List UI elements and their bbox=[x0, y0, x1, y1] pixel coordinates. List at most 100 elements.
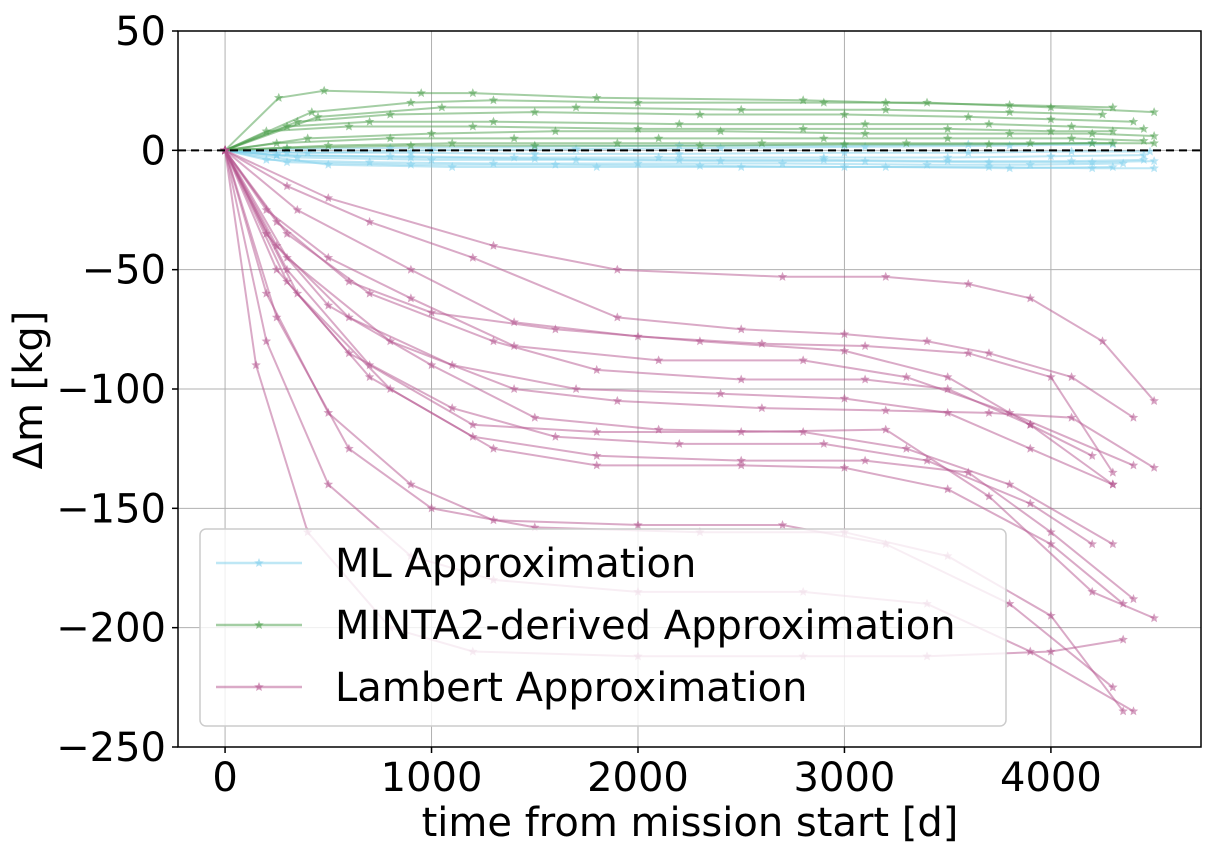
data-point-star-marker bbox=[282, 228, 292, 238]
data-point-star-marker bbox=[406, 264, 416, 274]
data-point-star-marker bbox=[633, 520, 643, 530]
data-point-star-marker bbox=[942, 372, 953, 382]
data-point-star-marker bbox=[1097, 109, 1108, 119]
data-point-star-marker bbox=[488, 95, 499, 105]
data-point-star-marker bbox=[819, 154, 829, 164]
data-point-star-marker bbox=[1118, 634, 1128, 644]
data-point-star-marker bbox=[715, 388, 726, 398]
data-point-star-marker bbox=[1139, 154, 1149, 164]
data-point-star-marker bbox=[860, 374, 870, 384]
data-point-star-marker bbox=[591, 450, 602, 460]
y-tick-label: −50 bbox=[82, 248, 166, 294]
data-point-star-marker bbox=[323, 193, 334, 203]
x-tick-label: 1000 bbox=[381, 755, 483, 801]
series-line bbox=[224, 149, 1124, 605]
data-point-star-marker bbox=[530, 148, 540, 158]
data-point-star-marker bbox=[406, 140, 416, 150]
data-point-star-marker bbox=[307, 107, 317, 117]
data-point-star-marker bbox=[1145, 146, 1155, 156]
data-point-star-marker bbox=[1087, 138, 1097, 148]
data-point-star-marker bbox=[819, 97, 829, 107]
y-tick-label: −250 bbox=[56, 725, 166, 771]
data-point-star-marker bbox=[1004, 479, 1015, 489]
data-point-star-marker bbox=[406, 293, 416, 303]
data-point-star-marker bbox=[344, 443, 354, 453]
data-point-star-marker bbox=[984, 348, 994, 358]
data-point-star-marker bbox=[488, 240, 499, 250]
data-point-star-marker bbox=[1004, 598, 1015, 608]
data-point-star-marker bbox=[1066, 146, 1077, 156]
x-tick-label: 4000 bbox=[1000, 755, 1102, 801]
data-point-star-marker bbox=[942, 123, 953, 133]
data-point-star-marker bbox=[1046, 151, 1056, 161]
data-point-star-marker bbox=[1149, 156, 1159, 166]
data-point-star-marker bbox=[591, 364, 602, 374]
data-point-star-marker bbox=[1066, 133, 1077, 143]
legend-entry-lambert: Lambert Approximation bbox=[216, 665, 807, 711]
data-point-star-marker bbox=[942, 384, 953, 393]
data-point-star-marker bbox=[550, 324, 561, 334]
data-point-star-marker bbox=[1149, 462, 1159, 472]
data-point-star-marker bbox=[839, 393, 850, 403]
data-point-star-marker bbox=[819, 133, 829, 143]
series-line bbox=[224, 149, 1135, 600]
x-tick-label: 3000 bbox=[794, 755, 896, 801]
data-point-star-marker bbox=[612, 312, 623, 322]
data-point-star-marker bbox=[777, 158, 788, 168]
series-line bbox=[224, 149, 1093, 457]
data-point-star-marker bbox=[1046, 114, 1056, 124]
data-point-star-marker bbox=[1004, 163, 1015, 173]
data-point-star-marker bbox=[274, 92, 284, 102]
data-point-star-marker bbox=[736, 374, 746, 384]
data-point-star-marker bbox=[344, 121, 354, 131]
data-point-star-marker bbox=[468, 121, 478, 131]
data-point-star-marker bbox=[1149, 138, 1159, 148]
data-point-star-marker bbox=[942, 156, 953, 166]
data-point-star-marker bbox=[271, 264, 282, 274]
data-point-star-marker bbox=[1108, 126, 1118, 136]
y-axis-ticks: 50 0 −50 −100 −150 −200 −250 bbox=[56, 9, 178, 771]
data-point-star-marker bbox=[1025, 443, 1035, 453]
data-point-star-marker bbox=[1128, 460, 1139, 470]
data-point-star-marker bbox=[1025, 498, 1035, 508]
data-point-star-marker bbox=[1066, 412, 1077, 422]
data-point-star-marker bbox=[385, 109, 395, 119]
data-point-star-marker bbox=[1149, 131, 1159, 141]
data-point-star-marker bbox=[881, 424, 891, 434]
data-point-star-marker bbox=[695, 109, 705, 119]
legend-entry-ml: ML Approximation bbox=[216, 541, 696, 587]
data-point-star-marker bbox=[488, 336, 499, 346]
data-point-star-marker bbox=[901, 443, 912, 453]
series-line bbox=[224, 149, 1134, 467]
data-point-star-marker bbox=[1149, 395, 1159, 405]
data-point-star-marker bbox=[313, 111, 323, 121]
data-point-star-marker bbox=[963, 279, 974, 288]
data-point-star-marker bbox=[302, 147, 313, 157]
data-point-star-marker bbox=[881, 405, 891, 415]
data-point-star-marker bbox=[674, 148, 684, 158]
data-point-star-marker bbox=[839, 329, 850, 339]
data-point-star-marker bbox=[695, 140, 705, 150]
data-point-star-marker bbox=[777, 271, 788, 281]
data-point-star-marker bbox=[323, 479, 334, 489]
data-point-star-marker bbox=[364, 116, 375, 126]
data-point-star-marker bbox=[319, 85, 329, 95]
data-point-star-marker bbox=[922, 97, 932, 107]
data-point-star-marker bbox=[942, 133, 953, 143]
data-point-star-marker bbox=[323, 300, 334, 310]
data-point-star-marker bbox=[860, 119, 870, 129]
data-point-star-marker bbox=[612, 395, 623, 405]
data-point-star-marker bbox=[323, 140, 334, 150]
data-point-star-marker bbox=[509, 384, 519, 393]
data-point-star-marker bbox=[406, 152, 416, 162]
data-point-star-marker bbox=[271, 138, 282, 148]
data-point-star-marker bbox=[1046, 372, 1056, 382]
data-point-star-marker bbox=[715, 126, 726, 136]
data-point-star-marker bbox=[550, 126, 561, 136]
legend-label-ml: ML Approximation bbox=[335, 541, 696, 587]
data-point-star-marker bbox=[1108, 162, 1118, 172]
data-point-star-marker bbox=[447, 162, 457, 172]
y-tick-label: −150 bbox=[56, 486, 166, 532]
data-point-star-marker bbox=[282, 181, 292, 191]
data-point-star-marker bbox=[509, 133, 519, 143]
